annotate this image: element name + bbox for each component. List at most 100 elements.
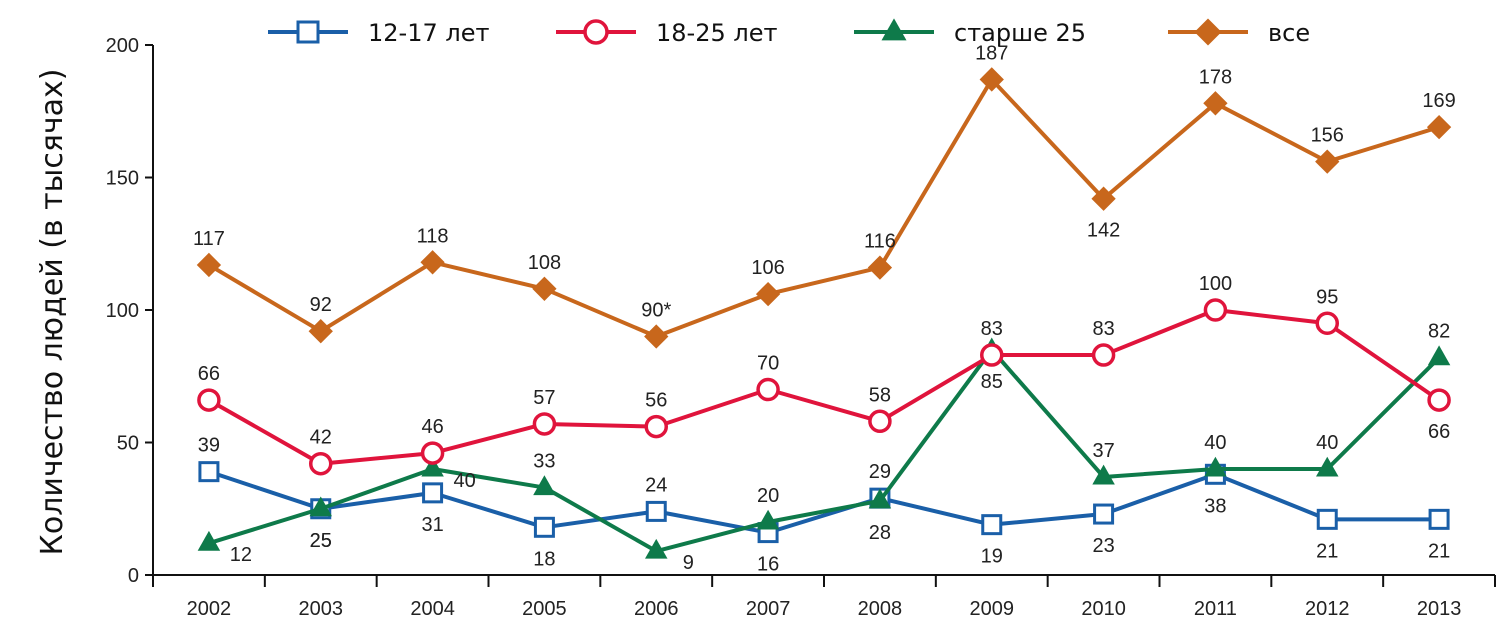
data-point bbox=[197, 530, 221, 551]
data-label: 31 bbox=[421, 514, 443, 536]
legend-item: старше 25 bbox=[854, 18, 1086, 47]
x-tick-label: 2004 bbox=[410, 598, 455, 620]
data-label: 58 bbox=[869, 384, 891, 406]
data-label: 178 bbox=[1199, 66, 1232, 88]
y-tick-label: 50 bbox=[117, 433, 139, 455]
data-point bbox=[868, 409, 892, 434]
data-point bbox=[1204, 456, 1227, 477]
data-label: 66 bbox=[198, 363, 220, 385]
data-label: 23 bbox=[1092, 535, 1114, 557]
series-4 bbox=[196, 67, 1452, 349]
x-tick-label: 2013 bbox=[1417, 598, 1462, 620]
data-point bbox=[756, 509, 780, 530]
x-tick-label: 2003 bbox=[299, 598, 344, 620]
data-label: 40 bbox=[1316, 432, 1338, 454]
legend-label: 12-17 лет bbox=[368, 19, 489, 47]
data-label: 108 bbox=[528, 252, 561, 274]
data-point bbox=[981, 514, 1003, 536]
legend-marker bbox=[1194, 18, 1222, 46]
data-point bbox=[645, 538, 668, 559]
legend-label: все bbox=[1268, 19, 1310, 47]
series-line bbox=[208, 347, 1441, 554]
series-line bbox=[207, 77, 1440, 339]
data-label: 100 bbox=[1199, 273, 1232, 295]
x-tick-label: 2007 bbox=[746, 598, 791, 620]
y-tick-label: 200 bbox=[106, 35, 139, 57]
data-point bbox=[1428, 508, 1450, 530]
y-axis-label: Количество людей (в тысячах) bbox=[35, 69, 70, 556]
data-label: 92 bbox=[310, 294, 332, 316]
data-point bbox=[309, 496, 332, 517]
data-point bbox=[1093, 503, 1115, 525]
data-point bbox=[1091, 186, 1116, 211]
data-label: 90* bbox=[641, 300, 671, 322]
legend-label: старше 25 bbox=[954, 19, 1086, 47]
axes: 0 50 100 150 200 2002 2003 2004 2005 2006 2007 2008… bbox=[106, 35, 1496, 620]
data-label: 66 bbox=[1428, 421, 1450, 443]
data-label: 85 bbox=[981, 371, 1003, 393]
data-label: 28 bbox=[869, 522, 891, 544]
data-point bbox=[867, 255, 893, 280]
legend-item: 18-25 лет bbox=[556, 19, 777, 47]
data-label: 142 bbox=[1087, 220, 1120, 242]
data-label: 118 bbox=[417, 225, 449, 247]
data-label: 82 bbox=[1428, 321, 1450, 343]
data-label: 33 bbox=[533, 451, 555, 473]
x-tick-label: 2012 bbox=[1305, 598, 1350, 620]
data-label: 42 bbox=[310, 427, 332, 449]
data-label: 9 bbox=[683, 552, 694, 574]
data-point bbox=[533, 475, 556, 496]
data-label: 25 bbox=[310, 530, 332, 552]
x-tick-label: 2011 bbox=[1194, 598, 1237, 620]
x-tick-label: 2008 bbox=[858, 598, 903, 620]
x-tick-label: 2002 bbox=[187, 598, 232, 620]
data-point bbox=[1203, 91, 1228, 116]
data-point bbox=[868, 488, 892, 509]
data-label: 39 bbox=[198, 435, 220, 457]
legend-marker bbox=[881, 18, 907, 41]
data-point bbox=[420, 441, 445, 465]
data-point bbox=[196, 252, 222, 278]
data-point bbox=[1316, 508, 1338, 530]
series-line bbox=[208, 469, 1440, 535]
data-label: 117 bbox=[193, 228, 225, 250]
x-tick-label: 2010 bbox=[1081, 598, 1126, 620]
data-point bbox=[420, 250, 445, 275]
data-point bbox=[421, 456, 444, 477]
y-tick-label: 150 bbox=[106, 168, 139, 190]
data-point bbox=[1316, 456, 1339, 477]
data-point bbox=[1315, 149, 1340, 174]
data-label: 20 bbox=[757, 485, 779, 507]
data-point bbox=[532, 412, 557, 436]
legend-marker bbox=[583, 19, 609, 45]
y-tick-label: 0 bbox=[128, 565, 139, 587]
data-point bbox=[1315, 311, 1339, 335]
data-label: 18 bbox=[533, 548, 555, 570]
data-label: 83 bbox=[981, 318, 1003, 340]
data-point bbox=[533, 516, 555, 538]
data-point bbox=[309, 451, 333, 476]
data-label: 40 bbox=[1204, 432, 1226, 454]
series-2 bbox=[197, 298, 1451, 476]
legend-item: все bbox=[1168, 18, 1310, 47]
data-point bbox=[1203, 298, 1228, 322]
data-label: 156 bbox=[1311, 125, 1344, 147]
data-point bbox=[979, 67, 1004, 92]
data-point bbox=[198, 461, 220, 483]
data-label: 40 bbox=[453, 470, 475, 492]
data-point bbox=[645, 500, 667, 522]
data-label: 16 bbox=[757, 554, 779, 576]
data-point bbox=[422, 482, 444, 504]
data-label: 116 bbox=[864, 231, 896, 253]
data-label: 21 bbox=[1316, 540, 1338, 562]
x-tick-label: 2009 bbox=[970, 598, 1015, 620]
series-1 bbox=[198, 461, 1450, 544]
data-point bbox=[755, 281, 781, 307]
data-point bbox=[644, 324, 669, 349]
legend: 12-17 лет 18-25 лет старше 25 все bbox=[268, 18, 1310, 47]
data-label: 106 bbox=[751, 257, 784, 279]
data-labels: 117 92 118 108 90* 106 116 187 142 178 156 16 9 39 25 3… bbox=[193, 42, 1456, 575]
data-label: 56 bbox=[645, 390, 667, 412]
data-label: 187 bbox=[975, 42, 1008, 64]
